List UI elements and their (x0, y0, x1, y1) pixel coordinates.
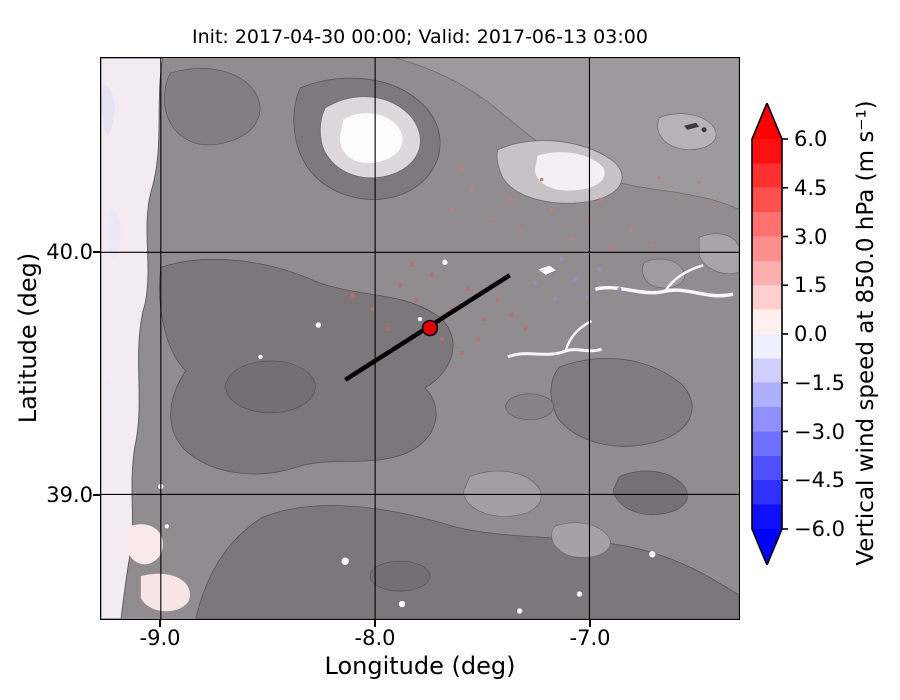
colorbar-tick-label: −6.0 (794, 517, 845, 541)
x-tick-mark (374, 620, 376, 627)
x-tick-mark (589, 620, 591, 627)
colorbar-gradient (752, 139, 782, 529)
x-tick-label: -9.0 (139, 626, 181, 650)
y-axis-label: Latitude (deg) (14, 252, 42, 424)
plot-title: Init: 2017-04-30 00:00; Valid: 2017-06-1… (192, 26, 648, 48)
y-tick-label: 39.0 (46, 483, 93, 507)
colorbar-tick-label: 1.5 (794, 273, 828, 297)
colorbar-tick-label: 4.5 (794, 176, 828, 200)
colorbar-tick-label: 6.0 (794, 127, 828, 151)
colorbar-label: Vertical wind speed at 850.0 hPa (m s⁻¹) (853, 100, 879, 566)
grid-lines (101, 58, 739, 619)
location-marker (421, 319, 439, 337)
map-plot (101, 58, 739, 619)
colorbar-tick-label: 0.0 (794, 322, 828, 346)
colorbar (751, 103, 788, 565)
colorbar-extend-over-arrow (752, 103, 782, 139)
colorbar-tick-label: −3.0 (794, 420, 845, 444)
colorbar-tick-label: −1.5 (794, 371, 845, 395)
colorbar-tick-label: 3.0 (794, 225, 828, 249)
terrain-contours (101, 58, 739, 619)
x-tick-label: -7.0 (569, 626, 611, 650)
colorbar-extend-under-arrow (752, 529, 782, 565)
colorbar-tick-marks (782, 138, 788, 530)
y-tick-label: 40.0 (46, 240, 93, 264)
x-tick-label: -8.0 (354, 626, 396, 650)
y-tick-mark (93, 251, 100, 253)
x-tick-mark (159, 620, 161, 627)
colorbar-tick-label: −4.5 (794, 468, 845, 492)
x-axis-label: Longitude (deg) (324, 652, 516, 680)
y-tick-mark (93, 494, 100, 496)
map-plot-area (100, 57, 740, 620)
